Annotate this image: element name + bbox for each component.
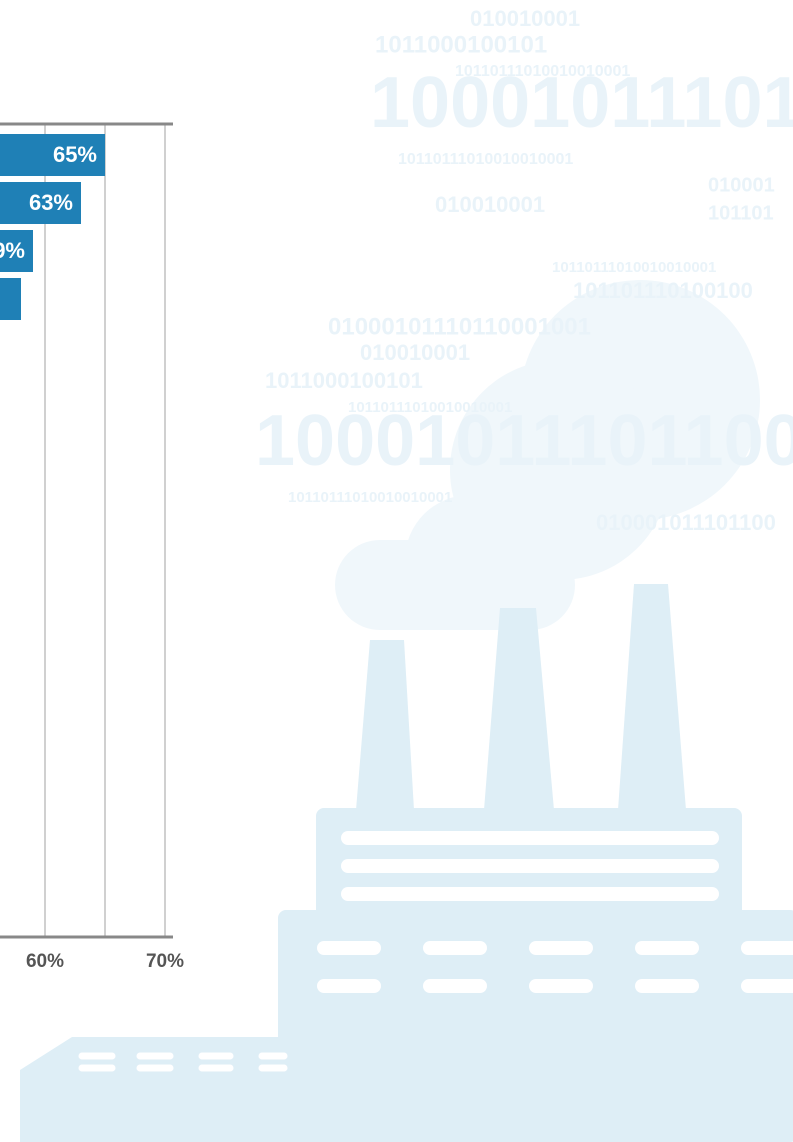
x-tick-label: 60% xyxy=(26,951,64,972)
binary-text: 01000101110110001001 xyxy=(328,313,591,340)
chart: 010010001 1011000100101 1011011101001001… xyxy=(0,0,793,1142)
binary-text: 1011000100101 xyxy=(375,31,547,58)
value-label: 65% xyxy=(53,142,97,167)
bar xyxy=(0,278,21,320)
value-label: 59% xyxy=(0,238,25,263)
binary-text: 101101 xyxy=(708,202,774,224)
binary-text: 100010111011000 xyxy=(255,401,793,481)
page: {"background": {"binary_strings": ["0100… xyxy=(0,0,793,1142)
binary-text: 010001 xyxy=(708,174,775,196)
binary-text: 010001011101100 xyxy=(596,510,776,535)
binary-text: 010010001 xyxy=(435,192,545,217)
binary-text: 10110111010010010001 xyxy=(288,489,452,506)
binary-text: 010010001 xyxy=(360,340,470,365)
plot: 60% 70% 65% 63%59% xyxy=(0,124,184,972)
binary-text: 101101110100100 xyxy=(573,278,753,303)
x-tick-label: 70% xyxy=(146,951,184,972)
binary-text: 10110111010010010001 xyxy=(398,151,573,168)
value-label: 63% xyxy=(29,190,73,215)
binary-text: 10110111010010010001 xyxy=(552,259,716,276)
binary-text: 1011000100101 xyxy=(265,368,423,393)
background-art: 010010001 1011000100101 1011011101001001… xyxy=(20,6,793,1142)
binary-text: 010010001 xyxy=(470,6,580,31)
binary-text: 1000101110110 xyxy=(370,63,793,143)
